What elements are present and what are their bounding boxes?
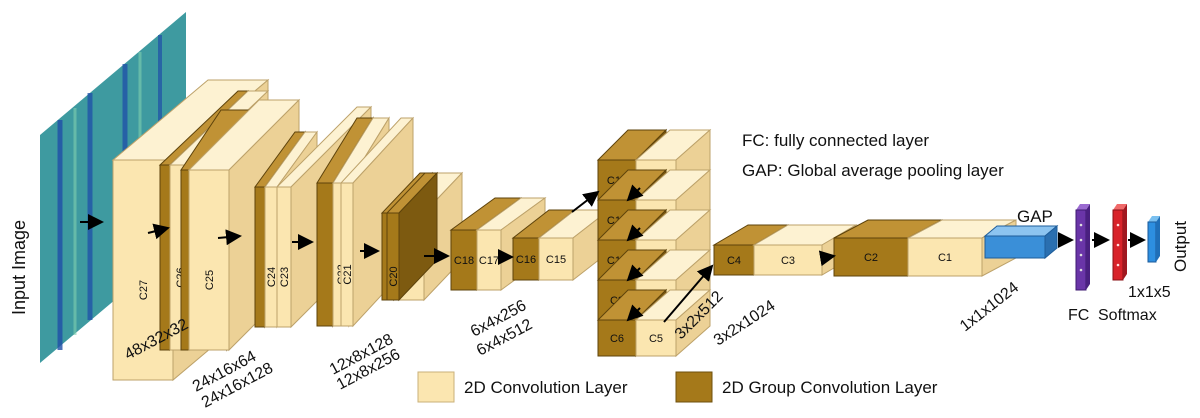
block-front-face — [188, 169, 230, 351]
softmax-bar — [1112, 204, 1127, 281]
layer-label: C20 — [388, 266, 400, 286]
block-front-face — [386, 212, 400, 301]
fc-label: FC — [1068, 307, 1089, 324]
layer-label: C27 — [138, 280, 150, 300]
layer-label: C6 — [610, 333, 624, 345]
layer-label: C3 — [781, 255, 795, 267]
flow-arrows — [80, 184, 1146, 323]
block-front-face — [833, 237, 909, 277]
layer-label: C25 — [204, 270, 216, 290]
layer-block-c5: C5 — [634, 288, 712, 358]
arrow-c11-c10 — [626, 224, 644, 242]
layer-label: C23 — [279, 267, 291, 287]
layer-label: C21 — [342, 264, 354, 284]
arrow-c15-c14 — [571, 190, 600, 213]
block-front-face — [450, 229, 478, 291]
layer-label: C15 — [546, 254, 566, 266]
block-front-face — [276, 186, 292, 328]
block-front-face — [264, 186, 278, 328]
block-front-face — [713, 244, 755, 276]
layer-label: C18 — [454, 255, 474, 267]
legend-conv-label: 2D Convolution Layer — [464, 378, 628, 397]
fc-bar — [1075, 204, 1090, 291]
arrow-c9-c8 — [626, 264, 644, 282]
gap-note: GAP: Global average pooling layer — [742, 161, 1004, 180]
fc-note: FC: fully connected layer — [742, 131, 929, 150]
output-bar — [1147, 216, 1160, 263]
layer-blocks: C27C26C25C24C23C22C21C19C20C18C17C16C15C… — [111, 78, 1017, 382]
dim-label: 1x1x1024 — [957, 279, 1022, 335]
block-front-face — [254, 186, 266, 328]
layer-block-c20: C20 — [385, 171, 439, 302]
softmax-label: Softmax — [1098, 307, 1157, 324]
arrow-c5-c4 — [663, 264, 714, 323]
output-label: Output — [1171, 221, 1190, 272]
block-front-face — [635, 319, 677, 357]
arrow-c7-c6 — [626, 304, 644, 322]
layer-label: C2 — [864, 252, 878, 264]
layer-label: C16 — [516, 254, 536, 266]
arrow-c25-c24 — [217, 229, 242, 246]
block-front-face — [907, 237, 983, 277]
block-front-face — [597, 319, 637, 357]
block-front-face — [159, 164, 171, 351]
arrow-c3-c2 — [818, 250, 836, 267]
layer-label: C24 — [266, 267, 278, 287]
block-front-face — [538, 237, 574, 281]
legend: 2D Convolution Layer 2D Group Convolutio… — [417, 371, 938, 403]
block-front-face — [340, 182, 354, 327]
layer-label: C17 — [479, 255, 499, 267]
block-front-face — [316, 182, 334, 327]
block-front-face — [476, 229, 502, 291]
legend-group-label: 2D Group Convolution Layer — [722, 378, 938, 397]
legend-group-swatch — [675, 371, 713, 403]
arrow-c13-c12 — [626, 184, 644, 202]
arrow-c27-c26 — [147, 223, 170, 240]
dim-label: 1x1x5 — [1128, 284, 1171, 301]
gap-block — [983, 224, 1059, 260]
input-image-label: Input Image — [9, 220, 29, 315]
layer-label: C1 — [938, 252, 952, 264]
layer-label: C5 — [649, 333, 663, 345]
legend-conv-swatch — [417, 371, 455, 403]
layer-label: C4 — [727, 255, 741, 267]
gap-label: GAP — [1017, 207, 1053, 226]
block-front-face — [753, 244, 823, 276]
